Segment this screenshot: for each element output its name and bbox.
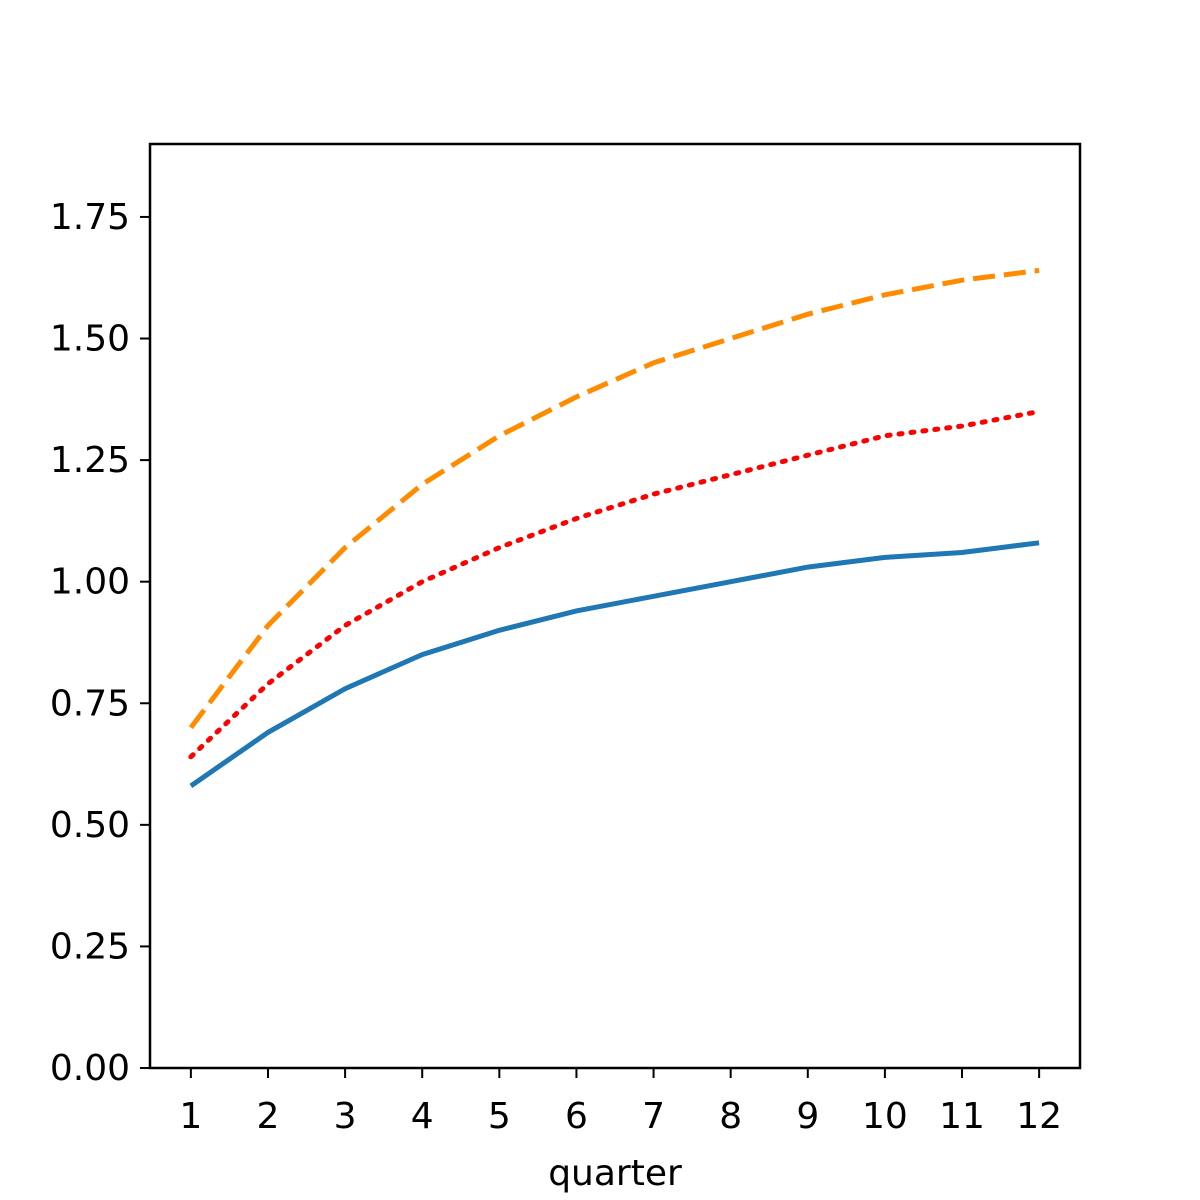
y-tick-label: 1.00 (50, 562, 130, 603)
y-tick-label: 0.00 (50, 1048, 130, 1089)
x-tick-label: 10 (862, 1096, 908, 1137)
x-tick-label: 7 (642, 1096, 665, 1137)
series-line-2 (188, 409, 1042, 760)
y-tick-label: 1.75 (50, 197, 130, 238)
y-tick-label: 0.75 (50, 683, 130, 724)
y-tick-label: 0.50 (50, 805, 130, 846)
x-tick-label: 3 (334, 1096, 357, 1137)
x-tick-label: 11 (939, 1096, 985, 1137)
y-tick-label: 0.25 (50, 926, 130, 967)
x-tick-label: 9 (796, 1096, 819, 1137)
axes-layer: 0.000.250.500.751.001.251.501.751 2 3 4 5 6 7 8… (50, 142, 1082, 1137)
x-tick-label: 12 (1016, 1096, 1062, 1137)
x-tick-label: 4 (411, 1096, 434, 1137)
x-tick-label: 1 (179, 1096, 202, 1137)
y-tick-label: 1.25 (50, 440, 130, 481)
series-line-3 (188, 267, 1040, 730)
x-tick-label: 5 (488, 1096, 511, 1137)
x-tick-label: 2 (257, 1096, 280, 1137)
series-layer (188, 267, 1042, 788)
plot-frame (148, 142, 1082, 1070)
y-tick-label: 1.50 (50, 319, 130, 360)
x-tick-label: 6 (565, 1096, 588, 1137)
x-axis-label: quarter (548, 1153, 682, 1194)
series-line-1 (189, 540, 1040, 788)
x-tick-label: 8 (719, 1096, 742, 1137)
